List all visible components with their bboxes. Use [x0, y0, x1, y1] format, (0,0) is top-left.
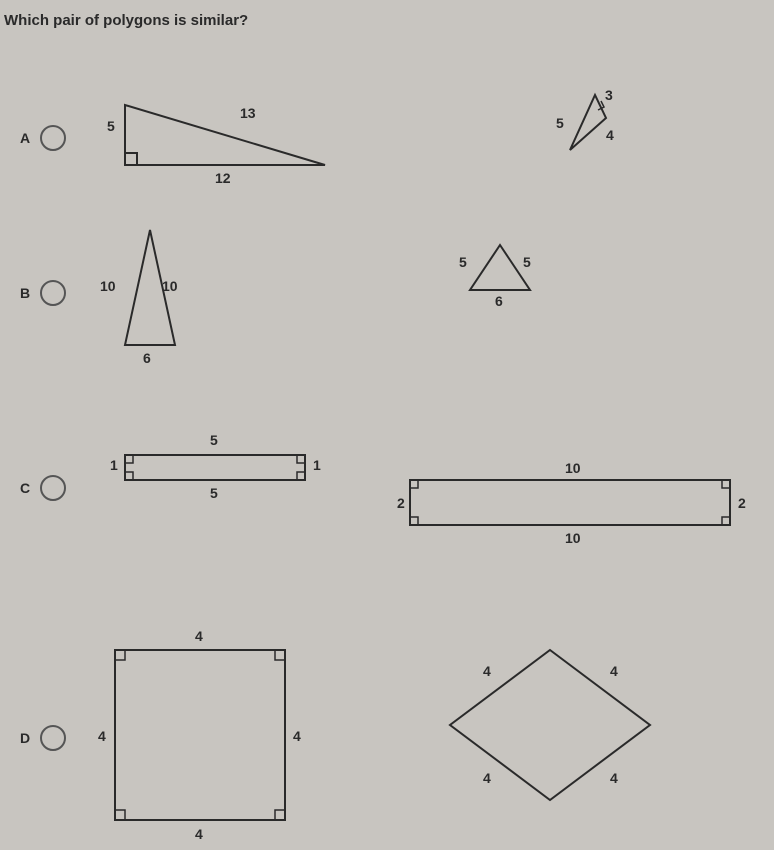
b2-label-l: 5 — [459, 254, 467, 270]
option-b-row: B — [20, 280, 66, 306]
d2-label-bl: 4 — [483, 770, 491, 786]
option-b-radio[interactable] — [40, 280, 66, 306]
c2-label-b: 10 — [565, 530, 581, 546]
c2-label-r: 2 — [738, 495, 746, 511]
a2-label-3: 3 — [605, 87, 613, 103]
option-a-radio[interactable] — [40, 125, 66, 151]
a1-label-5: 5 — [107, 118, 115, 134]
b2-label-r: 5 — [523, 254, 531, 270]
c2-label-l: 2 — [397, 495, 405, 511]
option-b-shape1 — [110, 225, 200, 355]
option-d-shape2 — [430, 630, 670, 830]
option-b-shape2 — [460, 240, 540, 300]
a2-label-4: 4 — [606, 127, 614, 143]
option-c-shape1 — [110, 445, 320, 490]
option-d-radio[interactable] — [40, 725, 66, 751]
option-d-row: D — [20, 725, 66, 751]
c2-label-t: 10 — [565, 460, 581, 476]
c1-label-b: 5 — [210, 485, 218, 501]
b2-label-b: 6 — [495, 293, 503, 309]
d1-label-l: 4 — [98, 728, 106, 744]
d1-label-t: 4 — [195, 628, 203, 644]
option-a-shape2 — [560, 90, 630, 160]
c1-label-l: 1 — [110, 457, 118, 473]
option-a-letter: A — [20, 130, 30, 146]
option-c-letter: C — [20, 480, 30, 496]
b1-label-l: 10 — [100, 278, 116, 294]
d1-label-r: 4 — [293, 728, 301, 744]
a1-label-12: 12 — [215, 170, 231, 186]
b1-label-r: 10 — [162, 278, 178, 294]
c1-label-r: 1 — [313, 457, 321, 473]
option-b-letter: B — [20, 285, 30, 301]
option-c-radio[interactable] — [40, 475, 66, 501]
d1-label-b: 4 — [195, 826, 203, 842]
d2-label-br: 4 — [610, 770, 618, 786]
question-text: Which pair of polygons is similar? — [4, 12, 248, 29]
a1-label-13: 13 — [240, 105, 256, 121]
option-a-row: A — [20, 125, 66, 151]
d2-label-tl: 4 — [483, 663, 491, 679]
a2-label-5: 5 — [556, 115, 564, 131]
d2-label-tr: 4 — [610, 663, 618, 679]
option-c-row: C — [20, 475, 66, 501]
option-d-letter: D — [20, 730, 30, 746]
b1-label-b: 6 — [143, 350, 151, 366]
c1-label-t: 5 — [210, 432, 218, 448]
option-d-shape1 — [95, 630, 305, 840]
